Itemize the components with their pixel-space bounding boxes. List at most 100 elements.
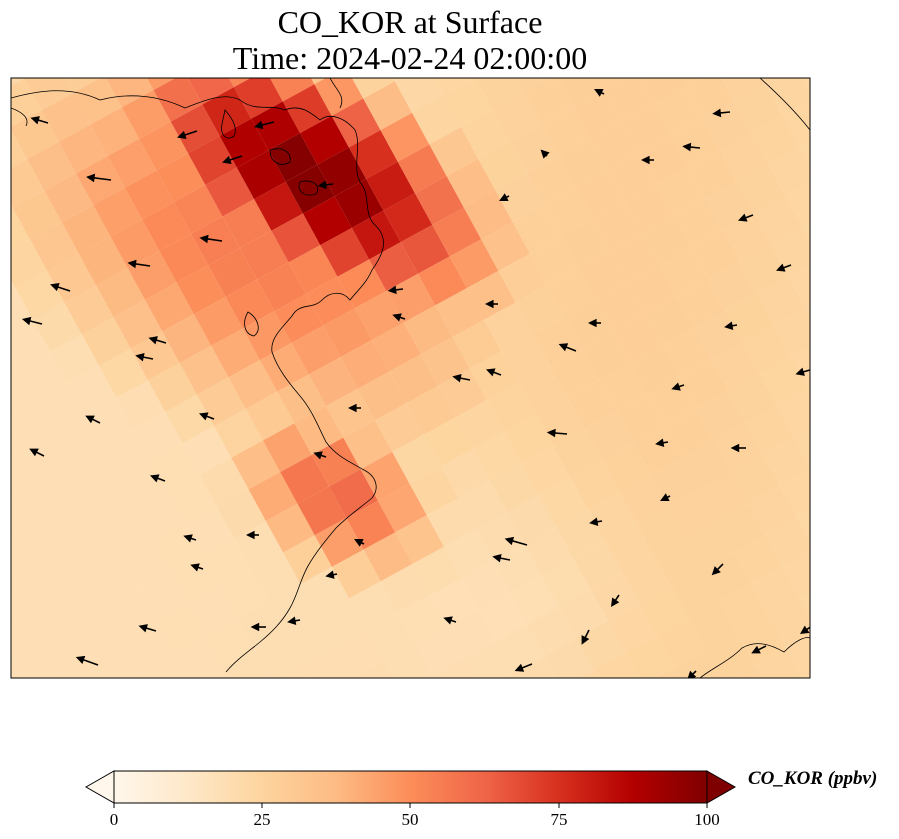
wind-vector-head: [287, 616, 297, 625]
grid-cell: [466, 270, 516, 320]
grid-cell: [596, 282, 645, 332]
grid-cell: [182, 426, 232, 476]
grid-cell: [27, 592, 77, 642]
grid-cell: [777, 388, 810, 438]
grid-cell: [699, 471, 749, 521]
grid-cell: [291, 325, 341, 375]
grid-cell: [11, 561, 60, 611]
grid-cell: [196, 377, 246, 427]
grid-cell: [680, 78, 702, 87]
grid-cell: [153, 78, 203, 122]
grid-cell: [682, 440, 732, 490]
grid-cell: [269, 78, 315, 102]
grid-cell: [41, 544, 91, 593]
grid-cell: [30, 222, 79, 272]
map-title-line2: Time: 2024-02-24 02:00:00: [232, 40, 588, 76]
grid-cell: [696, 391, 746, 441]
grid-cell: [685, 520, 735, 570]
grid-cell: [671, 569, 720, 619]
grid-cell: [116, 380, 166, 430]
grid-cell: [268, 133, 318, 182]
wind-vector: [80, 658, 99, 666]
grid-cell: [731, 454, 781, 504]
grid-cell: [41, 92, 91, 142]
grid-cell: [294, 406, 344, 455]
grid-cell: [736, 164, 786, 214]
grid-cell: [87, 27, 136, 76]
grid-cell: [432, 207, 482, 257]
grid-cell: [340, 339, 390, 389]
grid-cell: [11, 504, 25, 538]
grid-cell: [219, 118, 269, 168]
wind-vector-head: [799, 625, 810, 635]
grid-cell: [570, 9, 619, 58]
grid-cell: [329, 469, 378, 519]
grid-cell: [518, 365, 568, 415]
wind-vector-head: [452, 373, 462, 383]
grid-cell: [728, 374, 778, 423]
grid-cell: [409, 15, 458, 64]
grid-cell: [219, 569, 269, 619]
grid-cell: [188, 587, 238, 636]
grid-cell: [187, 78, 234, 105]
grid-cell: [320, 227, 370, 277]
grid-cell: [11, 400, 54, 450]
grid-cell: [619, 24, 668, 73]
grid-cell: [156, 153, 206, 203]
grid-cell: [142, 653, 188, 678]
grid-cell: [303, 196, 352, 246]
wind-vector-head: [387, 285, 397, 295]
grid-cell: [11, 449, 39, 497]
grid-cell: [765, 78, 810, 116]
grid-cell: [286, 615, 335, 665]
grid-cell: [21, 432, 71, 481]
grid-cell: [768, 147, 810, 196]
wind-vector-head: [246, 530, 255, 540]
grid-cell: [639, 78, 686, 105]
grid-cell: [616, 394, 666, 444]
wind-vector: [91, 176, 112, 181]
grid-cell: [170, 104, 220, 154]
grid-cell: [832, 564, 881, 613]
grid-cell: [745, 405, 795, 455]
grid-cell: [147, 363, 197, 412]
grid-cell: [280, 454, 330, 504]
grid-cell: [512, 204, 562, 254]
grid-cell: [441, 449, 490, 498]
grid-cell: [305, 276, 355, 326]
grid-cell: [601, 443, 651, 493]
grid-cell: [826, 403, 875, 452]
grid-cell: [11, 610, 45, 660]
grid-cell: [662, 328, 712, 378]
grid-cell: [159, 233, 209, 283]
wind-vector-head: [660, 493, 670, 501]
grid-cell: [607, 604, 657, 653]
grid-cell: [538, 477, 588, 527]
grid-cell: [125, 621, 175, 671]
grid-cell: [245, 391, 295, 441]
grid-cell: [644, 296, 694, 346]
grid-cell: [420, 336, 470, 386]
grid-cell: [578, 250, 628, 300]
grid-cell: [515, 285, 565, 335]
grid-cell: [254, 633, 304, 678]
grid-cell: [829, 32, 878, 81]
grid-cell: [185, 506, 235, 556]
grid-cell: [11, 78, 25, 86]
grid-cell: [719, 132, 769, 182]
wind-vector-head: [641, 155, 650, 165]
grid-cell: [711, 342, 760, 392]
grid-cell: [199, 457, 249, 507]
grid-cell: [722, 213, 772, 263]
grid-cell: [33, 302, 82, 352]
grid-cell: [739, 244, 789, 294]
grid-cell: [527, 155, 576, 205]
grid-cell: [53, 414, 103, 464]
grid-cell: [624, 184, 674, 234]
grid-cell: [394, 78, 444, 113]
grid-cell: [217, 489, 266, 539]
grid-cell: [607, 152, 657, 202]
wind-vector-head: [149, 474, 160, 483]
grid-cell: [558, 589, 608, 639]
grid-cell: [639, 586, 689, 636]
